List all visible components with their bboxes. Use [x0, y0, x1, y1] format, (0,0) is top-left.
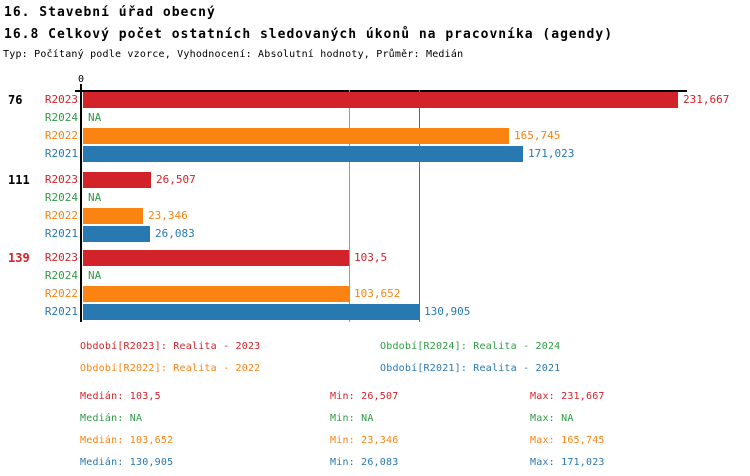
- period-label-r2022: R2022: [44, 287, 78, 300]
- bar-value-label: NA: [88, 269, 102, 282]
- period-label-r2023: R2023: [44, 173, 78, 186]
- period-label-r2021: R2021: [44, 147, 78, 160]
- stat-min-r2021: Min: 26,083: [330, 457, 399, 468]
- period-label-r2021: R2021: [44, 227, 78, 240]
- stat-min-r2023: Min: 26,507: [330, 391, 399, 402]
- period-label-r2021: R2021: [44, 305, 78, 318]
- legend-item-r2022: Období[R2022]: Realita - 2022: [80, 363, 261, 374]
- median-line-r2022: [349, 90, 350, 322]
- period-label-r2024: R2024: [44, 191, 78, 204]
- bar-row: R2021 26,083: [0, 226, 750, 242]
- bar-row: R2023 103,5: [0, 250, 750, 266]
- stat-max-r2023: Max: 231,667: [530, 391, 605, 402]
- bar-value-label: NA: [88, 111, 102, 124]
- bar-value-label: 103,652: [354, 287, 401, 300]
- stat-median-r2024: Medián: NA: [80, 413, 143, 424]
- stat-max-r2022: Max: 165,745: [530, 435, 605, 446]
- bar-value-label: 171,023: [528, 147, 575, 160]
- legend-item-r2024: Období[R2024]: Realita - 2024: [380, 341, 561, 352]
- group-label-1: 76: [8, 93, 23, 107]
- period-label-r2023: R2023: [44, 93, 78, 106]
- chart-subtitle: Typ: Počítaný podle vzorce, Vyhodnocení:…: [3, 49, 464, 60]
- legend-item-r2021: Období[R2021]: Realita - 2021: [380, 363, 561, 374]
- period-label-r2023: R2023: [44, 251, 78, 264]
- period-label-r2024: R2024: [44, 111, 78, 124]
- bar-value-label: 23,346: [148, 209, 188, 222]
- bar-row: R2024 NA: [0, 110, 750, 126]
- bar-row: R2024 NA: [0, 190, 750, 206]
- bar-r2021[interactable]: [83, 304, 419, 320]
- bar-value-label: 26,507: [156, 173, 196, 186]
- report-section-title: 16. Stavební úřad obecný: [4, 5, 216, 20]
- stat-max-r2024: Max: NA: [530, 413, 574, 424]
- period-label-r2022: R2022: [44, 129, 78, 142]
- stat-max-r2021: Max: 171,023: [530, 457, 605, 468]
- bar-r2023[interactable]: [83, 172, 151, 188]
- group-label-2: 111: [8, 173, 30, 187]
- bar-r2021[interactable]: [83, 226, 150, 242]
- bar-value-label: NA: [88, 191, 102, 204]
- bar-row: R2022 165,745: [0, 128, 750, 144]
- bar-r2023[interactable]: [83, 250, 349, 266]
- stat-median-r2021: Medián: 130,905: [80, 457, 174, 468]
- bar-row: R2021 171,023: [0, 146, 750, 162]
- axis-zero-tick-label: 0: [77, 74, 85, 85]
- bar-value-label: 103,5: [354, 251, 388, 264]
- bar-r2022[interactable]: [83, 286, 349, 302]
- period-label-r2024: R2024: [44, 269, 78, 282]
- y-axis-line: [80, 84, 82, 322]
- bar-r2022[interactable]: [83, 128, 509, 144]
- legend-item-r2023: Období[R2023]: Realita - 2023: [80, 341, 261, 352]
- chart-title: 16.8 Celkový počet ostatních sledovaných…: [4, 27, 614, 42]
- bar-row: R2024 NA: [0, 268, 750, 284]
- stat-min-r2022: Min: 23,346: [330, 435, 399, 446]
- bar-value-label: 165,745: [514, 129, 561, 142]
- stat-median-r2022: Medián: 103,652: [80, 435, 174, 446]
- stat-min-r2024: Min: NA: [330, 413, 374, 424]
- group-label-3: 139: [8, 251, 30, 265]
- bar-r2023[interactable]: [83, 92, 678, 108]
- period-label-r2022: R2022: [44, 209, 78, 222]
- bar-row: R2023 26,507: [0, 172, 750, 188]
- bar-r2021[interactable]: [83, 146, 523, 162]
- bar-r2022[interactable]: [83, 208, 143, 224]
- bar-row: R2022 23,346: [0, 208, 750, 224]
- bar-row: R2021 130,905: [0, 304, 750, 320]
- bar-row: R2022 103,652: [0, 286, 750, 302]
- bar-row: R2023 231,667: [0, 92, 750, 108]
- bar-value-label: 231,667: [683, 93, 730, 106]
- bar-value-label: 26,083: [155, 227, 195, 240]
- bar-value-label: 130,905: [424, 305, 471, 318]
- x-axis-line: [75, 90, 687, 92]
- stat-median-r2023: Medián: 103,5: [80, 391, 161, 402]
- median-line-r2021: [419, 90, 420, 322]
